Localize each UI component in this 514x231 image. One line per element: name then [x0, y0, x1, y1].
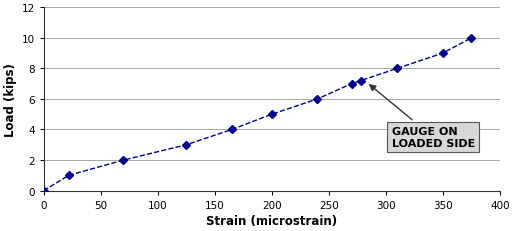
X-axis label: Strain (microstrain): Strain (microstrain)	[206, 214, 337, 227]
Y-axis label: Load (kips): Load (kips)	[4, 63, 17, 136]
Text: GAUGE ON
LOADED SIDE: GAUGE ON LOADED SIDE	[370, 85, 475, 148]
